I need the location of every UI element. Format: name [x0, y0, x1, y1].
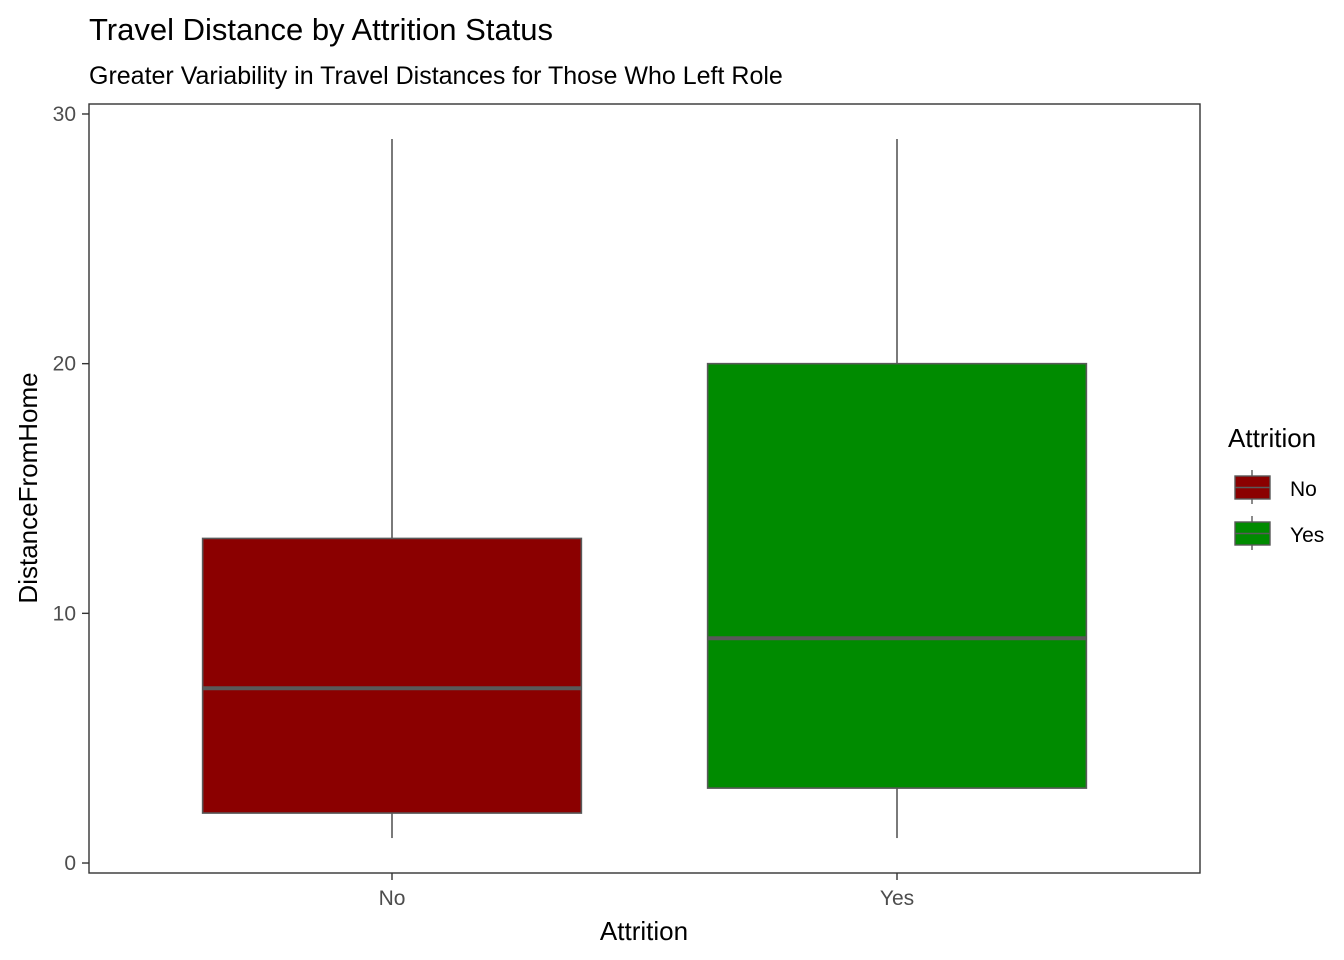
y-tick-label: 0	[64, 852, 76, 875]
x-tick-label: No	[379, 887, 406, 910]
box-yes	[706, 138, 1088, 839]
legend-items: No Yes	[1234, 470, 1324, 550]
y-tick-label: 20	[53, 353, 76, 376]
legend-label: No	[1290, 478, 1317, 501]
box-body-no	[201, 537, 583, 814]
x-axis: No Yes	[379, 873, 914, 910]
legend-label: Yes	[1290, 524, 1324, 547]
y-axis-title: DistanceFromHome	[13, 372, 43, 603]
box-body-yes	[706, 362, 1088, 789]
legend: Attrition No Yes	[1228, 423, 1324, 550]
y-tick-label: 10	[53, 602, 76, 625]
chart-title: Travel Distance by Attrition Status	[89, 12, 553, 47]
legend-item-no: No	[1234, 470, 1317, 504]
y-axis: 0 10 20 30	[53, 103, 89, 875]
x-axis-title: Attrition	[600, 916, 688, 946]
legend-item-yes: Yes	[1234, 516, 1324, 550]
y-tick-label: 30	[53, 103, 76, 126]
chart-marks	[201, 138, 1088, 839]
box-no	[201, 138, 583, 839]
x-tick-label: Yes	[880, 887, 914, 910]
legend-title: Attrition	[1228, 423, 1316, 453]
chart-subtitle: Greater Variability in Travel Distances …	[89, 62, 783, 90]
